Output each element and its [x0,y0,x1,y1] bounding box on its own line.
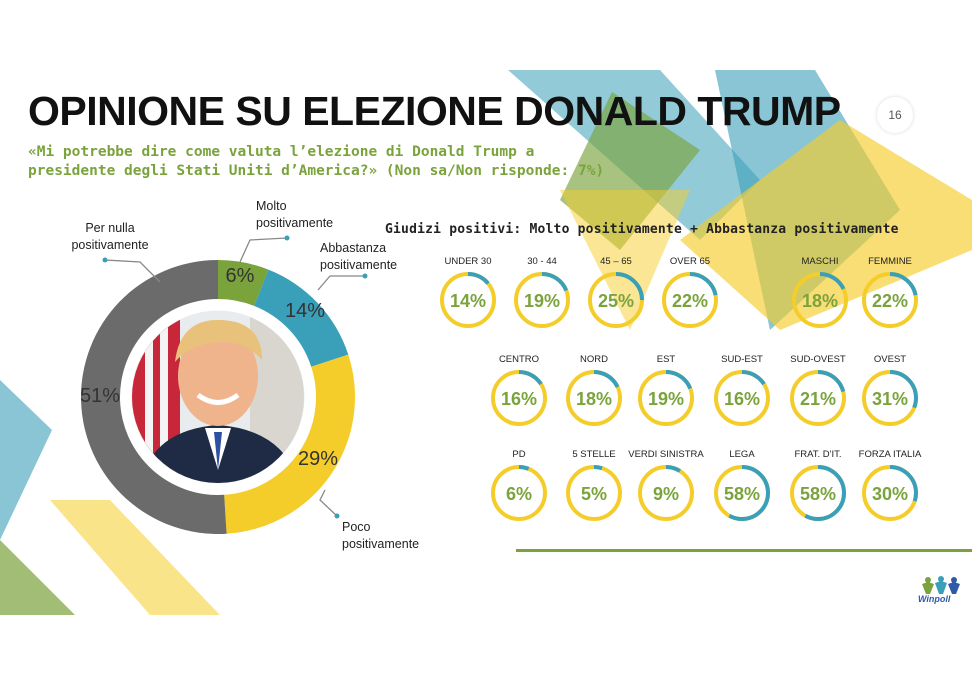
question-line-1: «Mi potrebbe dire come valuta l’elezione… [28,144,535,160]
winpoll-logo: Winpoll [918,574,964,604]
question-line-2: presidente degli Stati Uniti d’America?»… [28,163,605,179]
callout-poco-line2: positivamente [342,537,420,551]
callout-abbastanza: Abbastanza positivamente [320,240,397,274]
callout-abbastanza-line1: Abbastanza [320,241,387,255]
gauge-category-2-4: FRAT. D'IT. [794,449,842,460]
callout-molto: Molto positivamente [256,198,333,232]
callout-molto-line2: positivamente [256,216,334,230]
gauge-category-2-0: PD [512,449,526,460]
callout-molto-line1: Molto [256,199,287,213]
gauge-grid-title: Giudizi positivi: Molto positivamente + … [385,222,899,237]
gauge-category-1-2: EST [656,354,676,365]
divider-line [516,549,972,552]
gauge-category-1-4: SUD-OVEST [790,354,846,365]
gauge-category-0-3: OVER 65 [669,256,711,267]
gauge-category-1-5: OVEST [873,354,907,365]
callout-per-nulla-line2: positivamente [71,238,149,252]
gauge-category-1-3: SUD-EST [721,354,763,365]
callout-poco-line1: Poco [342,520,371,534]
logo-figures-icon [922,576,960,594]
gauge-category-0-4: MASCHI [801,256,839,267]
callout-abbastanza-line2: positivamente [320,258,398,272]
gauge-category-0-0: UNDER 30 [444,256,492,267]
page-title: OPINIONE SU ELEZIONE DONALD TRUMP [28,88,841,134]
callout-per-nulla: Per nulla positivamente [55,220,165,254]
page-number-badge: 16 [877,97,913,133]
gauge-category-2-2: VERDI SINISTRA [628,449,704,460]
gauge-category-2-1: 5 STELLE [572,449,616,460]
gauge-category-2-5: FORZA ITALIA [858,449,922,460]
callout-per-nulla-line1: Per nulla [85,221,135,235]
gauge-category-2-3: LEGA [729,449,755,460]
logo-text: Winpoll [918,594,951,604]
gauge-category-0-5: FEMMINE [868,256,912,267]
callout-poco: Poco positivamente [342,519,419,553]
gauge-category-1-0: CENTRO [498,354,540,365]
gauge-category-0-2: 45 – 65 [600,256,632,267]
question-text: «Mi potrebbe dire come valuta l’elezione… [28,143,648,181]
gauge-category-0-1: 30 - 44 [527,256,557,267]
gauge-category-1-1: NORD [580,354,608,365]
